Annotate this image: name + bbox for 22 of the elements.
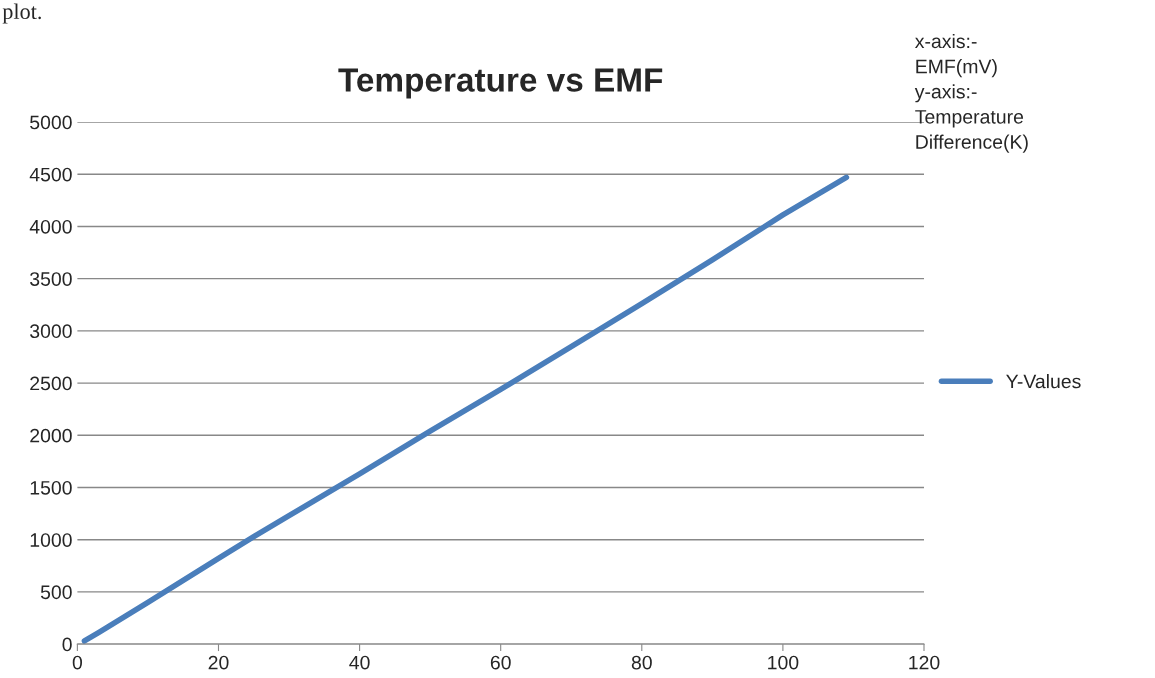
- y-tick-label: 3500: [30, 272, 72, 286]
- y-tick-label: 2000: [30, 428, 72, 443]
- x-tick-label: 120: [909, 655, 940, 670]
- y-tick-label: 500: [40, 585, 72, 600]
- legend-label: Y-Values: [1006, 374, 1081, 389]
- y-tick-label: 1000: [30, 533, 72, 547]
- annotation: x-axis:- EMF(mV) y-axis:- Temperature Difference(K): [914, 33, 1028, 153]
- y-tick-label: 4500: [29, 167, 72, 182]
- x-tick-label: 80: [631, 655, 652, 670]
- y-tick-label: 3000: [30, 324, 72, 339]
- y-tick-label: 1500: [30, 480, 72, 495]
- x-tick-label: 0: [72, 655, 83, 670]
- chart-title: Temperature vs EMF: [338, 68, 663, 99]
- y-tick-label: 5000: [30, 115, 72, 130]
- y-tick-label: 2500: [30, 376, 72, 391]
- x-tick-label: 40: [349, 655, 370, 670]
- text: plot.: [2, 3, 41, 24]
- x-tick-label: 20: [208, 655, 229, 670]
- x-tick-label: 100: [768, 655, 799, 670]
- y-tick-label: 4000: [29, 219, 72, 234]
- y-tick-label: 0: [62, 637, 72, 652]
- x-tick-label: 60: [490, 655, 511, 670]
